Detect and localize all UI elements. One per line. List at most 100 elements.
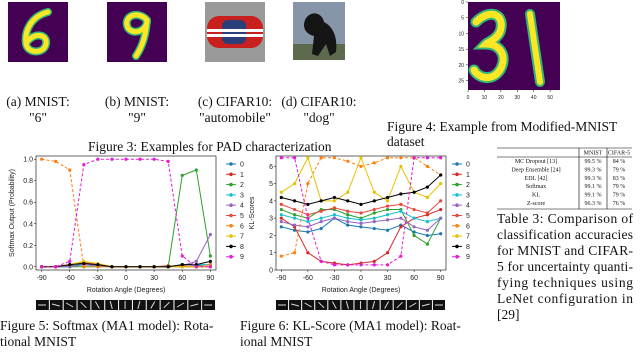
image-modified-mnist [468, 2, 560, 90]
data-point [372, 161, 376, 165]
x-tick-label: 30 [150, 275, 158, 282]
x-tick-label: 90 [206, 275, 214, 282]
strip-stroke [421, 303, 430, 307]
data-point [306, 182, 310, 186]
table-cell: Softmax [526, 183, 546, 190]
data-point [54, 265, 58, 269]
data-point [425, 242, 430, 246]
data-point [306, 156, 310, 160]
data-point [385, 263, 390, 267]
panel-label: (c) CIFAR10: [198, 94, 272, 109]
data-point [359, 156, 363, 160]
data-point [372, 216, 376, 220]
data-point [138, 157, 142, 161]
table-cell: 84 % [613, 159, 626, 165]
legend-marker [229, 254, 233, 259]
panel-sublabel: "9" [128, 110, 146, 125]
strip-stroke [163, 301, 170, 309]
data-point [279, 156, 283, 160]
legend-marker [455, 203, 459, 207]
figure-caption: dataset [387, 134, 425, 149]
y-tick-label: 1.0 [23, 157, 33, 164]
y-tick-label: 3 [269, 216, 273, 223]
legend-marker [455, 234, 459, 238]
data-point [372, 220, 376, 224]
y-tick-label: 2 [269, 233, 273, 240]
data-point [124, 265, 128, 269]
x-tick-label: -90 [37, 275, 47, 282]
legend-label: 0 [240, 162, 244, 169]
data-point [399, 192, 403, 196]
strip-stroke [94, 301, 100, 309]
table-caption: 5 for uncertainty quanti- [497, 259, 634, 274]
data-point [110, 265, 114, 269]
data-point [194, 168, 198, 172]
strip-stroke [384, 301, 390, 309]
strip-stroke [150, 301, 156, 309]
data-point [68, 168, 72, 172]
legend-marker [455, 254, 459, 259]
legend-marker [229, 244, 233, 249]
y-tick-label: 6 [269, 164, 273, 171]
strip-stroke [409, 302, 417, 308]
data-point [166, 265, 170, 269]
data-point [54, 159, 58, 163]
x-tick-label: 90 [437, 275, 445, 282]
data-point [439, 199, 443, 203]
data-point [208, 259, 212, 263]
legend-label: 1 [240, 172, 244, 179]
table-cell: 99.3 % [585, 167, 602, 173]
table-cell: 99.1 % [585, 184, 602, 190]
data-point [439, 232, 443, 236]
data-point [346, 220, 350, 224]
legend-label: 5 [466, 213, 470, 220]
data-point [279, 190, 283, 194]
image-mnist-9 [107, 2, 167, 62]
strip-stroke [109, 301, 113, 309]
data-point [346, 190, 350, 194]
data-point [319, 259, 323, 263]
data-point [372, 226, 376, 231]
series-line [281, 157, 441, 266]
data-point [372, 259, 376, 263]
data-point [124, 157, 128, 161]
data-point [412, 233, 416, 238]
data-point [279, 254, 283, 258]
data-point [279, 225, 283, 229]
data-point [180, 173, 184, 177]
data-point [412, 225, 416, 229]
data-point [319, 226, 323, 231]
x-tick-label: -30 [93, 275, 103, 282]
data-point [40, 157, 44, 161]
data-point [399, 254, 403, 258]
data-point [332, 195, 337, 200]
x-tick-label: 30 [515, 95, 521, 101]
data-point [385, 204, 390, 208]
figure-caption: Figure 5: Softmax (MA1 model): Rota- [0, 318, 214, 333]
table-cell: MC Dropout [13] [515, 159, 557, 165]
data-point [279, 213, 283, 217]
table-cell: Deep Ensemble [24] [511, 167, 560, 173]
legend-label: 9 [240, 254, 244, 261]
data-point [82, 261, 86, 266]
legend-marker [455, 224, 459, 228]
strip-stroke [80, 301, 87, 309]
data-point [439, 182, 443, 186]
panel-sublabel: "6" [29, 110, 47, 125]
legend-label: 4 [240, 203, 244, 210]
table-caption: fying techniques using [497, 275, 633, 290]
data-point [346, 216, 350, 220]
data-point [319, 216, 323, 220]
table-cell: 96.3 % [585, 201, 602, 207]
data-point [332, 156, 337, 160]
data-point [385, 207, 390, 212]
legend-marker [229, 234, 233, 238]
data-point [359, 218, 363, 222]
data-point [425, 220, 430, 224]
legend-label: 4 [466, 203, 470, 210]
data-point [306, 230, 310, 234]
data-point [319, 220, 323, 224]
strip-stroke [65, 302, 74, 308]
legend-marker [229, 182, 233, 187]
y-tick-label: 10 [458, 31, 464, 37]
